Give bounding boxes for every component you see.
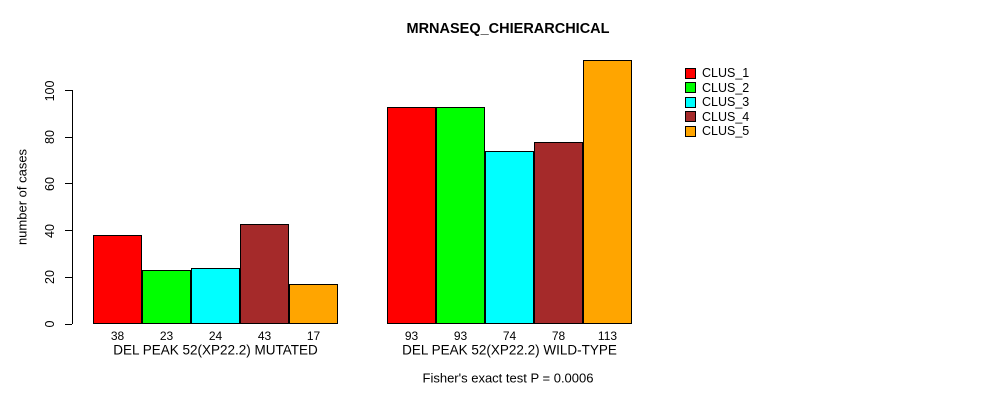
y-tick-80 [65,136,72,138]
bar-value-clus_5-group2: 113 [597,329,618,343]
fisher-test-note: Fisher's exact test P = 0.0006 [422,370,594,386]
legend-item-clus_2: CLUS_2 [685,80,750,95]
legend-label-clus_5: CLUS_5 [702,124,750,138]
y-tick-label-40: 40 [43,223,57,238]
bar-value-clus_4-group1: 43 [257,329,272,343]
group-label-1: DEL PEAK 52(XP22.2) MUTATED [113,342,318,358]
y-axis-label: number of cases [14,148,30,246]
bar-clus_2-group1 [142,270,191,324]
y-tick-label-60: 60 [43,176,57,191]
legend-item-clus_3: CLUS_3 [685,95,750,109]
legend-label-clus_4: CLUS_4 [702,109,750,124]
legend-label-clus_2: CLUS_2 [702,80,750,95]
y-axis-line [72,90,73,324]
y-tick-label-80: 80 [43,130,57,145]
bar-clus_4-group2 [534,142,583,324]
bar-value-clus_2-group2: 93 [453,329,468,343]
bar-value-clus_1-group2: 93 [404,329,419,343]
bar-value-clus_1-group1: 38 [110,329,125,343]
group-label-2: DEL PEAK 52(XP22.2) WILD-TYPE [402,342,617,358]
y-tick-label-100: 100 [43,80,57,101]
legend-item-clus_4: CLUS_4 [685,109,750,124]
bar-clus_2-group2 [436,107,485,324]
bar-value-clus_3-group1: 24 [208,329,223,343]
bar-value-clus_4-group2: 78 [551,329,566,343]
y-tick-60 [65,183,72,185]
y-tick-20 [65,276,72,278]
legend-swatch-clus_5 [685,125,696,137]
bar-value-clus_5-group1: 17 [306,329,321,343]
y-tick-0 [65,323,72,325]
legend-item-clus_5: CLUS_5 [685,124,750,138]
legend-label-clus_1: CLUS_1 [702,66,750,80]
legend-label-clus_3: CLUS_3 [702,95,750,109]
y-tick-label-20: 20 [43,270,57,285]
legend-swatch-clus_2 [685,82,696,93]
bar-clus_3-group1 [191,268,240,324]
chart-title: MRNASEQ_CHIERARCHICAL [406,21,610,37]
bar-clus_3-group2 [485,151,534,324]
y-tick-100 [65,90,72,91]
y-tick-label-0: 0 [43,320,57,328]
bar-clus_1-group2 [387,107,436,324]
legend-item-clus_1: CLUS_1 [685,66,750,80]
legend-swatch-clus_3 [685,96,696,108]
bar-clus_5-group1 [289,284,338,324]
bar-clus_4-group1 [240,224,289,324]
bar-clus_5-group2 [583,60,632,324]
y-tick-40 [65,230,72,232]
bar-value-clus_2-group1: 23 [159,329,174,343]
legend-swatch-clus_1 [685,67,696,79]
bar-clus_1-group1 [93,235,142,324]
bar-value-clus_3-group2: 74 [502,329,517,343]
legend-swatch-clus_4 [685,111,696,122]
